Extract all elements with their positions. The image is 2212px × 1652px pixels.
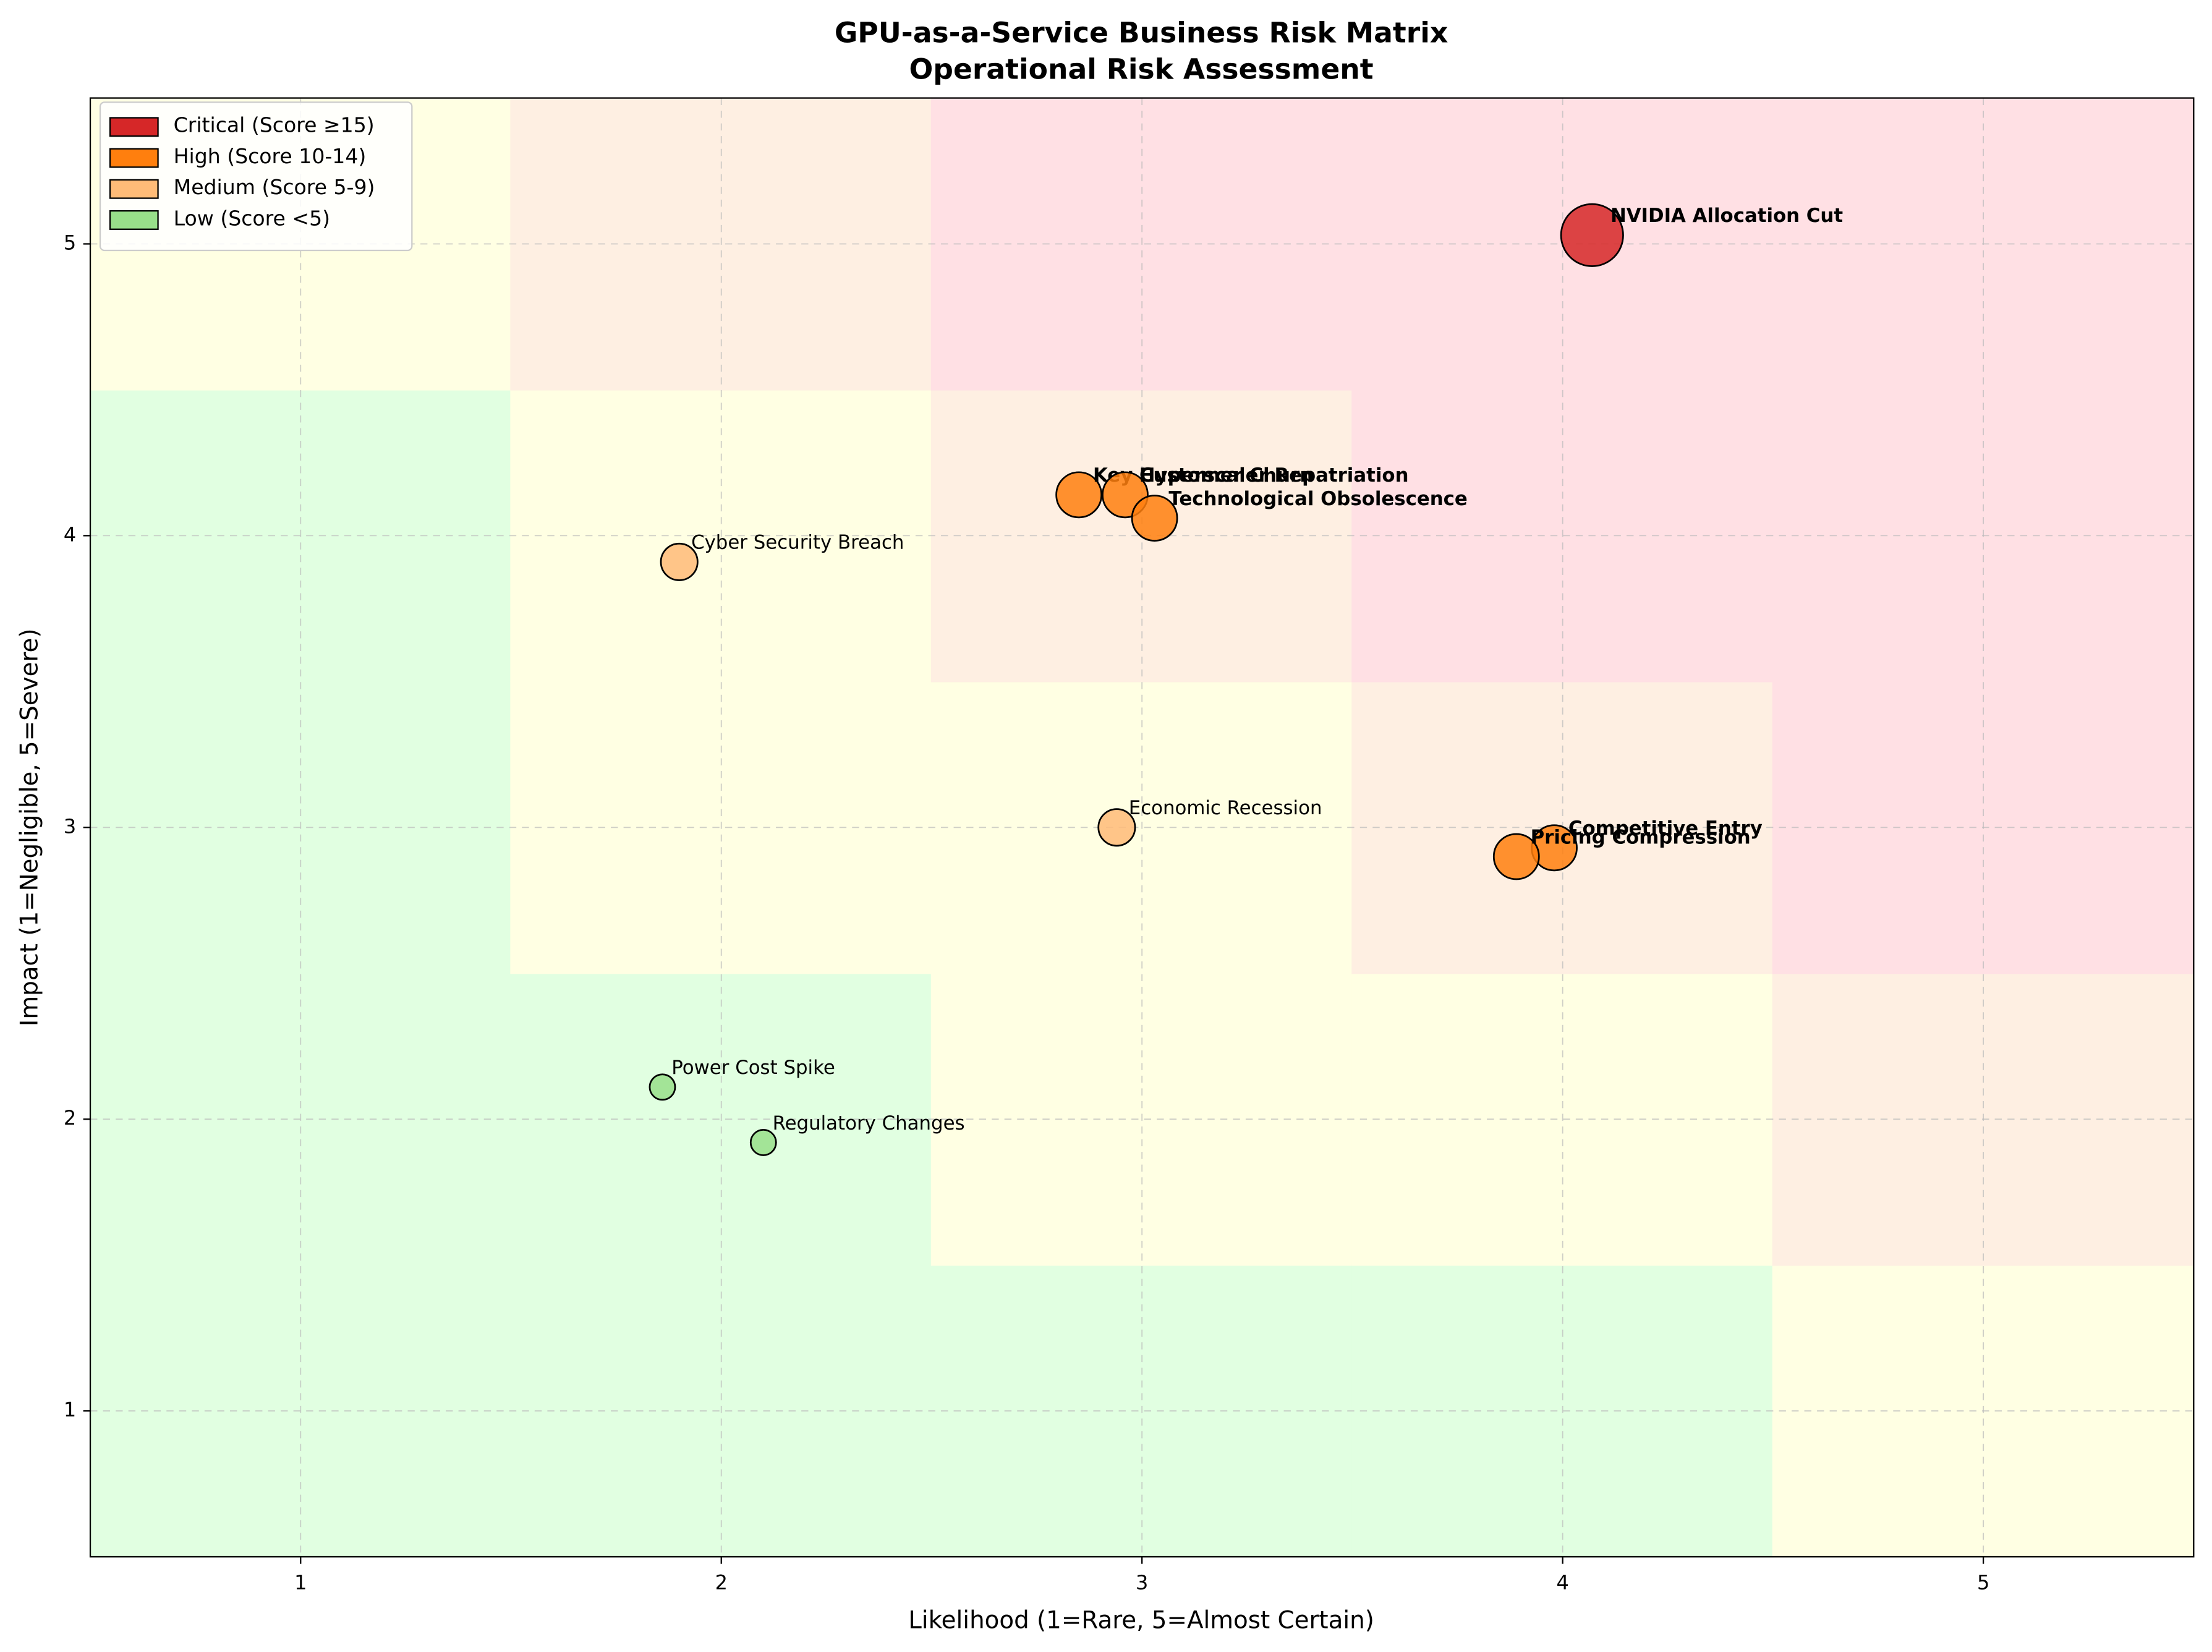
x-axis-label: Likelihood (1=Rare, 5=Almost Certain) [908,1606,1374,1634]
risk-label: Power Cost Spike [671,1057,835,1079]
legend-label: Critical (Score ≥15) [174,113,375,137]
y-tick-label: 5 [64,231,76,254]
risk-point [749,1129,777,1156]
risk-point [1492,833,1540,880]
legend-box [99,101,413,252]
legend-swatch [109,117,159,137]
x-tick-label: 3 [1136,1570,1148,1594]
legend-label: High (Score 10-14) [174,144,367,168]
y-axis-label: Impact (1=Negligible, 5=Severe) [16,628,44,1026]
plot-frame [89,97,2195,1558]
risk-label: Hyperscaler Repatriation [1139,464,1409,487]
risk-label: Pricing Compression [1531,826,1751,848]
x-tick-label: 1 [294,1570,307,1594]
risk-point [649,1073,676,1101]
risk-label: NVIDIA Allocation Cut [1610,205,1843,227]
chart-subtitle: Operational Risk Assessment [909,53,1374,86]
risk-point [1560,203,1624,267]
risk-point [1131,495,1178,542]
legend-swatch [109,148,159,168]
y-tick-label: 4 [64,522,76,546]
y-tick-label: 2 [64,1106,76,1130]
x-tick-label: 5 [1977,1570,1989,1594]
legend-label: Medium (Score 5-9) [174,175,375,199]
legend-swatch [109,210,159,230]
y-tick-label: 1 [64,1398,76,1421]
risk-label: Technological Obsolescence [1168,488,1467,510]
risk-label: Competitive Entry [1568,817,1763,840]
x-tick-label: 2 [715,1570,728,1594]
risk-label: Economic Recession [1129,797,1322,819]
legend-swatch [109,179,159,199]
risk-point [660,542,699,581]
chart-title: GPU-as-a-Service Business Risk Matrix [835,16,1448,49]
y-tick-label: 3 [64,814,76,838]
legend-label: Low (Score <5) [174,206,330,230]
risk-label: Regulatory Changes [773,1112,965,1135]
risk-point [1055,471,1102,519]
risk-point [1097,808,1136,847]
risk-label: Cyber Security Breach [691,532,904,554]
x-tick-label: 4 [1556,1570,1568,1594]
